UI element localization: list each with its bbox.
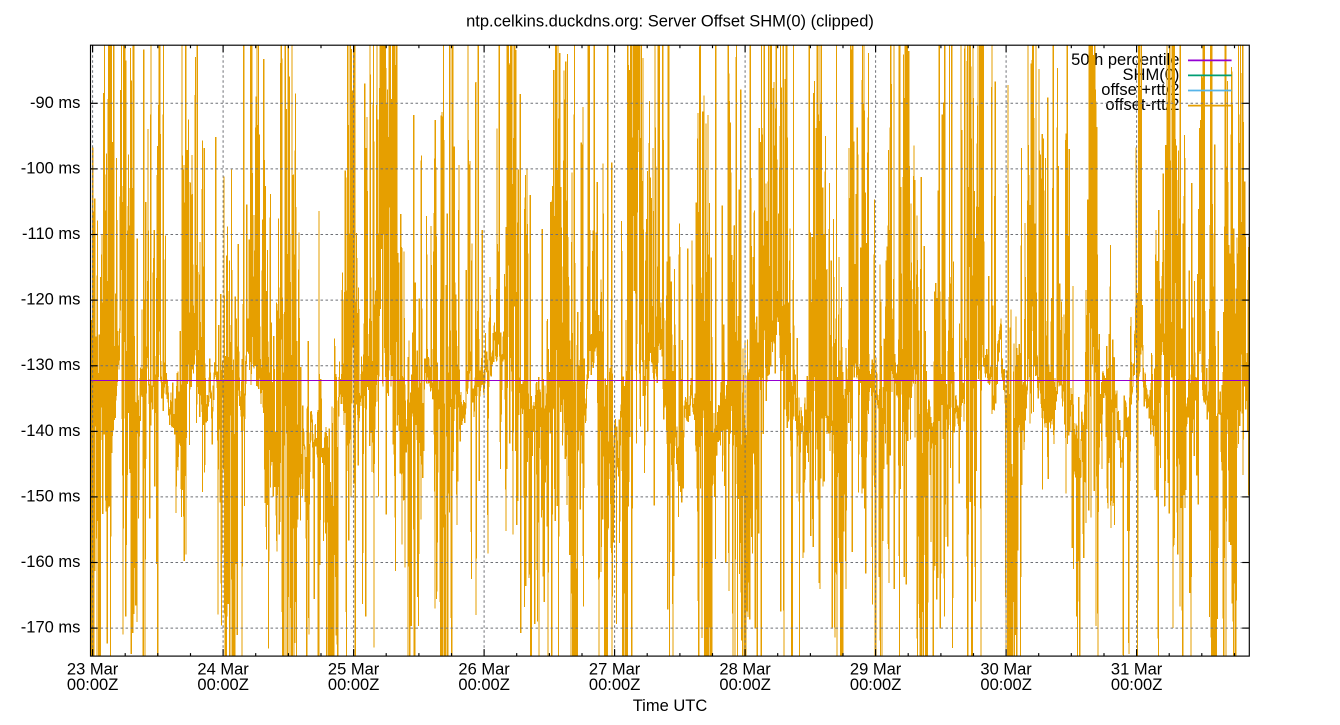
svg-text:00:00Z: 00:00Z bbox=[980, 676, 1031, 694]
svg-text:00:00Z: 00:00Z bbox=[589, 676, 640, 694]
svg-text:00:00Z: 00:00Z bbox=[458, 676, 509, 694]
svg-text:00:00Z: 00:00Z bbox=[719, 676, 770, 694]
svg-text:-150 ms: -150 ms bbox=[21, 487, 81, 505]
svg-text:offset-rtt/2: offset-rtt/2 bbox=[1105, 96, 1179, 114]
svg-text:-90 ms: -90 ms bbox=[30, 94, 80, 112]
svg-text:-130 ms: -130 ms bbox=[21, 356, 81, 374]
svg-text:29 Mar: 29 Mar bbox=[850, 660, 902, 678]
svg-text:00:00Z: 00:00Z bbox=[850, 676, 901, 694]
svg-text:-100 ms: -100 ms bbox=[21, 159, 81, 177]
svg-text:-120 ms: -120 ms bbox=[21, 291, 81, 309]
svg-text:-110 ms: -110 ms bbox=[22, 225, 80, 243]
svg-text:23 Mar: 23 Mar bbox=[67, 660, 119, 678]
svg-text:00:00Z: 00:00Z bbox=[67, 676, 118, 694]
svg-text:00:00Z: 00:00Z bbox=[197, 676, 248, 694]
svg-text:30 Mar: 30 Mar bbox=[980, 660, 1032, 678]
svg-text:27 Mar: 27 Mar bbox=[589, 660, 641, 678]
svg-text:25 Mar: 25 Mar bbox=[328, 660, 380, 678]
svg-text:00:00Z: 00:00Z bbox=[328, 676, 379, 694]
svg-text:-140 ms: -140 ms bbox=[21, 422, 81, 440]
svg-text:Time UTC: Time UTC bbox=[633, 697, 708, 715]
svg-text:26 Mar: 26 Mar bbox=[458, 660, 510, 678]
svg-text:28 Mar: 28 Mar bbox=[719, 660, 771, 678]
svg-text:50th percentile: 50th percentile bbox=[1071, 51, 1179, 69]
svg-text:-160 ms: -160 ms bbox=[21, 553, 81, 571]
svg-text:24 Mar: 24 Mar bbox=[197, 660, 249, 678]
svg-text:31 Mar: 31 Mar bbox=[1111, 660, 1163, 678]
svg-text:00:00Z: 00:00Z bbox=[1111, 676, 1162, 694]
svg-text:ntp.celkins.duckdns.org: Serve: ntp.celkins.duckdns.org: Server Offset S… bbox=[466, 13, 874, 31]
svg-text:-170 ms: -170 ms bbox=[21, 619, 81, 637]
